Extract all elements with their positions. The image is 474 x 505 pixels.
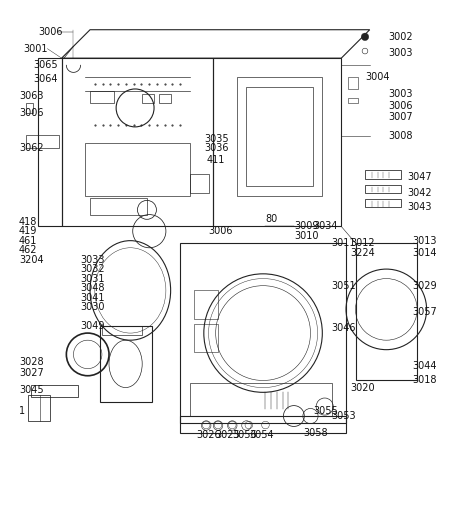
Text: 3062: 3062: [19, 143, 44, 153]
Text: 3030: 3030: [81, 302, 105, 312]
Text: 3002: 3002: [389, 32, 413, 42]
Text: 3042: 3042: [408, 188, 432, 198]
Text: 3007: 3007: [389, 113, 413, 122]
Bar: [237, 77, 322, 195]
Text: 3006: 3006: [209, 226, 233, 236]
Bar: [365, 185, 401, 193]
Text: 3032: 3032: [81, 264, 105, 274]
Text: 3027: 3027: [19, 368, 44, 378]
Text: 3008: 3008: [389, 131, 413, 141]
Text: 3204: 3204: [19, 255, 44, 265]
Bar: [190, 383, 332, 416]
Text: 3041: 3041: [81, 292, 105, 302]
Bar: [365, 199, 401, 208]
Bar: [142, 94, 154, 103]
Text: 3044: 3044: [412, 361, 437, 371]
Bar: [90, 198, 147, 215]
Bar: [28, 395, 50, 421]
Bar: [85, 143, 190, 195]
Text: 3001: 3001: [24, 43, 48, 54]
Text: 3012: 3012: [351, 238, 375, 248]
Text: 419: 419: [19, 226, 37, 236]
Text: 3045: 3045: [19, 385, 44, 395]
Bar: [159, 94, 171, 103]
Text: 3057: 3057: [412, 307, 437, 317]
Text: 3043: 3043: [408, 203, 432, 213]
Bar: [365, 171, 401, 179]
Text: 3058: 3058: [303, 428, 328, 438]
Text: 3048: 3048: [81, 283, 105, 293]
Circle shape: [361, 33, 369, 40]
Text: 3011: 3011: [332, 238, 356, 248]
Text: 3046: 3046: [332, 323, 356, 333]
Text: 461: 461: [19, 236, 37, 245]
Text: 3004: 3004: [365, 72, 390, 82]
Bar: [102, 326, 142, 335]
Text: 3025: 3025: [216, 430, 240, 440]
Text: 3049: 3049: [81, 321, 105, 331]
Text: 3013: 3013: [412, 236, 437, 245]
Bar: [90, 91, 114, 103]
Bar: [194, 324, 218, 352]
Text: 80: 80: [265, 214, 278, 224]
Text: 3064: 3064: [33, 75, 58, 84]
Text: 3224: 3224: [351, 247, 375, 258]
Text: 3034: 3034: [313, 221, 337, 231]
Text: 3051: 3051: [332, 281, 356, 291]
Text: 1: 1: [19, 407, 25, 416]
Text: 3009: 3009: [294, 221, 319, 231]
Bar: [246, 86, 313, 186]
Bar: [26, 103, 33, 113]
Text: 3014: 3014: [412, 247, 437, 258]
Text: 3029: 3029: [412, 281, 437, 291]
Text: 462: 462: [19, 245, 37, 255]
Text: 3003: 3003: [389, 48, 413, 59]
Text: 3031: 3031: [81, 274, 105, 284]
Text: 3065: 3065: [33, 60, 58, 70]
Text: 3006: 3006: [38, 27, 63, 37]
Text: 3006: 3006: [389, 100, 413, 111]
Text: 3055: 3055: [313, 407, 337, 416]
Text: 3054: 3054: [249, 430, 273, 440]
Bar: [348, 77, 358, 89]
Text: 3028: 3028: [19, 357, 44, 367]
Text: 3047: 3047: [408, 172, 432, 182]
Bar: [194, 290, 218, 319]
Bar: [348, 97, 358, 103]
Text: 418: 418: [19, 217, 37, 227]
Bar: [31, 385, 78, 397]
Text: 411: 411: [206, 155, 225, 165]
Text: 3020: 3020: [351, 383, 375, 392]
Text: 3036: 3036: [204, 143, 228, 153]
Text: 3018: 3018: [412, 376, 437, 385]
Bar: [190, 174, 209, 193]
Text: 3033: 3033: [81, 255, 105, 265]
Text: 3003: 3003: [389, 89, 413, 98]
Text: 3056: 3056: [232, 430, 257, 440]
Text: 3026: 3026: [197, 430, 221, 440]
Text: 3010: 3010: [294, 231, 319, 241]
Text: 3063: 3063: [19, 91, 44, 101]
Bar: [26, 135, 59, 148]
Text: 3053: 3053: [332, 411, 356, 421]
Text: 3006: 3006: [19, 108, 44, 118]
Text: 3035: 3035: [204, 134, 228, 144]
